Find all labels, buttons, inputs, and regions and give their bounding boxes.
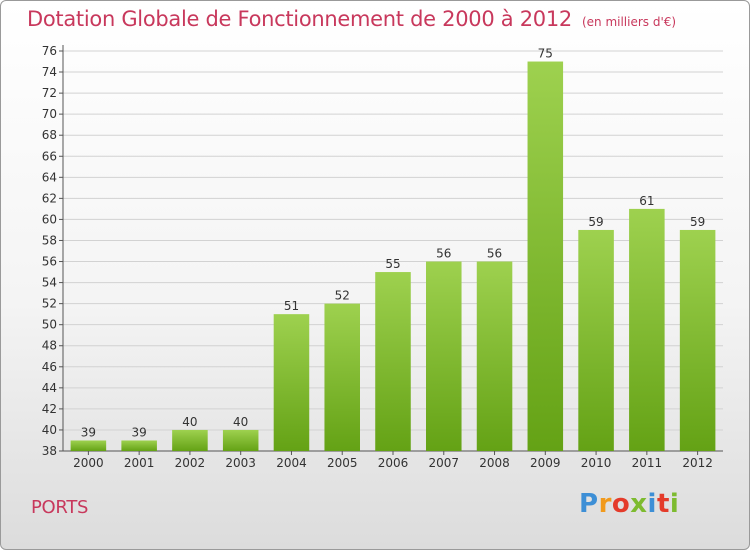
- x-tick-label-2011: 2011: [632, 456, 663, 470]
- x-tick-label-2002: 2002: [175, 456, 206, 470]
- bar-value-label-2000: 39: [81, 425, 96, 439]
- y-tick-label: 64: [42, 170, 57, 184]
- bar-value-labels: 39 39 40 40 51 52 55 56 56 75 59 61 59: [81, 47, 706, 440]
- bar-value-label-2004: 51: [284, 299, 299, 313]
- chart-title: Dotation Globale de Fonctionnement de 20…: [27, 7, 676, 31]
- y-tick-label: 70: [42, 107, 57, 121]
- x-tick-label-2003: 2003: [225, 456, 256, 470]
- y-tick-label: 68: [42, 128, 57, 142]
- x-tick-label-2010: 2010: [581, 456, 612, 470]
- y-tick-label: 76: [42, 44, 57, 58]
- y-tick-label: 38: [42, 444, 57, 458]
- y-tick-label: 52: [42, 297, 57, 311]
- logo-letter: r: [598, 489, 612, 519]
- x-tick-label-2000: 2000: [73, 456, 104, 470]
- chart-title-main: Dotation Globale de Fonctionnement de 20…: [27, 7, 572, 31]
- bar-2011: [629, 208, 665, 451]
- bars: [70, 61, 716, 452]
- bar-2002: [172, 429, 208, 451]
- y-tick-label: 42: [42, 402, 57, 416]
- x-tick-label-2005: 2005: [327, 456, 358, 470]
- x-tick-label-2006: 2006: [378, 456, 409, 470]
- x-tick-label-2007: 2007: [428, 456, 459, 470]
- y-tick-label: 72: [42, 86, 57, 100]
- y-tick-label: 56: [42, 255, 57, 269]
- y-tick-label: 40: [42, 423, 57, 437]
- y-tick-label: 62: [42, 191, 57, 205]
- y-tick-label: 58: [42, 233, 57, 247]
- x-tick-label-2004: 2004: [276, 456, 307, 470]
- bar-2009: [527, 61, 564, 452]
- x-tick-label-2009: 2009: [530, 456, 561, 470]
- chart-title-unit: (en milliers d'€): [581, 15, 677, 29]
- bar-2012: [679, 229, 716, 451]
- bar-2007: [426, 261, 462, 451]
- bar-value-label-2011: 61: [639, 194, 654, 208]
- place-name: PORTS: [31, 497, 89, 518]
- y-tick-label: 46: [42, 360, 57, 374]
- bar-2001: [121, 440, 157, 451]
- y-tick-label: 48: [42, 339, 57, 353]
- x-tick-label-2012: 2012: [682, 456, 713, 470]
- bar-value-label-2001: 39: [132, 425, 147, 439]
- logo-letter: t: [656, 489, 670, 519]
- logo-letter: P: [579, 489, 599, 519]
- bar-2000: [70, 440, 107, 451]
- proxiti-logo: Proxiti: [579, 489, 679, 519]
- bar-2004: [273, 314, 310, 451]
- x-tick-labels: 2000 2001 2002 2003 2004 2005 2006 2007 2008 2009…: [73, 456, 713, 470]
- y-tick-labels: 38 40 42 44 46 48 50 52 54 56 58 60 62 64 66 68 70 72 74 76: [42, 44, 57, 458]
- bar-2003: [222, 429, 259, 451]
- logo-letter: i: [669, 489, 680, 519]
- bar-value-label-2012: 59: [690, 215, 705, 229]
- bar-value-label-2005: 52: [335, 289, 350, 303]
- y-tick-label: 50: [42, 318, 57, 332]
- bar-2008: [476, 261, 513, 451]
- bar-value-label-2003: 40: [233, 415, 248, 429]
- bar-value-label-2009: 75: [538, 47, 553, 61]
- y-tick-label: 66: [42, 149, 57, 163]
- bar-value-label-2007: 56: [436, 247, 451, 261]
- y-tick-label: 54: [42, 276, 57, 290]
- bar-value-label-2002: 40: [182, 415, 197, 429]
- x-tick-label-2008: 2008: [479, 456, 510, 470]
- bar-value-label-2010: 59: [588, 215, 603, 229]
- y-tick-label: 44: [42, 381, 57, 395]
- bar-2010: [578, 229, 614, 451]
- x-tick-label-2001: 2001: [124, 456, 155, 470]
- bar-2006: [375, 272, 411, 451]
- bar-2005: [324, 303, 360, 451]
- logo-letter: o: [611, 489, 631, 519]
- bar-value-label-2006: 55: [385, 257, 400, 271]
- y-tick-label: 74: [42, 65, 57, 79]
- logo-letter: x: [630, 489, 648, 519]
- logo-letter: i: [647, 489, 657, 519]
- y-tick-label: 60: [42, 212, 57, 226]
- bar-value-label-2008: 56: [487, 247, 502, 261]
